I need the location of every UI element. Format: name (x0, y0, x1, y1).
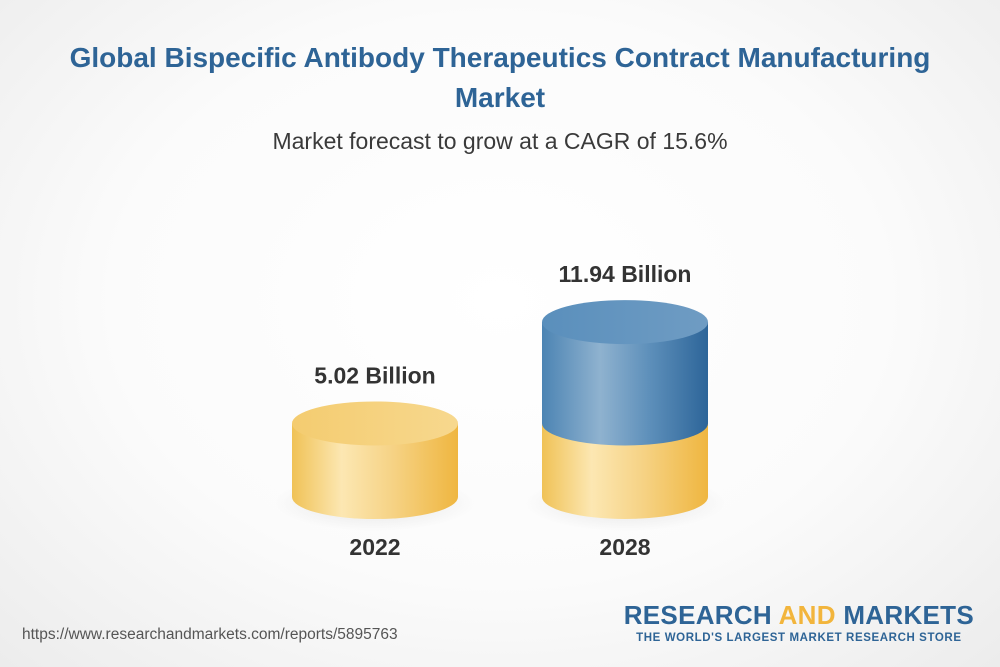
chart-subtitle: Market forecast to grow at a CAGR of 15.… (272, 128, 728, 154)
category-label-2022: 2022 (349, 534, 400, 560)
source-url: https://www.researchandmarkets.com/repor… (22, 626, 398, 643)
brand-logo: RESEARCH AND MARKETS THE WORLD'S LARGEST… (624, 600, 974, 644)
brand-name-and: AND (778, 600, 836, 630)
brand-tagline: THE WORLD'S LARGEST MARKET RESEARCH STOR… (636, 632, 962, 644)
category-label-2028: 2028 (599, 534, 650, 560)
value-label-2022: 5.02 Billion (314, 362, 435, 388)
bar-growth-2028 (542, 322, 708, 446)
value-label-2028: 11.94 Billion (559, 261, 692, 287)
chart-title: Global Bispecific Antibody Therapeutics … (69, 42, 931, 113)
bar-2022 (292, 423, 458, 519)
bar-top-2022 (292, 401, 458, 446)
bar-top-2028 (542, 300, 708, 345)
brand-name-research: RESEARCH (623, 600, 779, 630)
brand-name: RESEARCH AND MARKETS (624, 600, 974, 630)
bar-base-2028 (542, 423, 708, 519)
brand-name-markets: MARKETS (835, 600, 974, 630)
